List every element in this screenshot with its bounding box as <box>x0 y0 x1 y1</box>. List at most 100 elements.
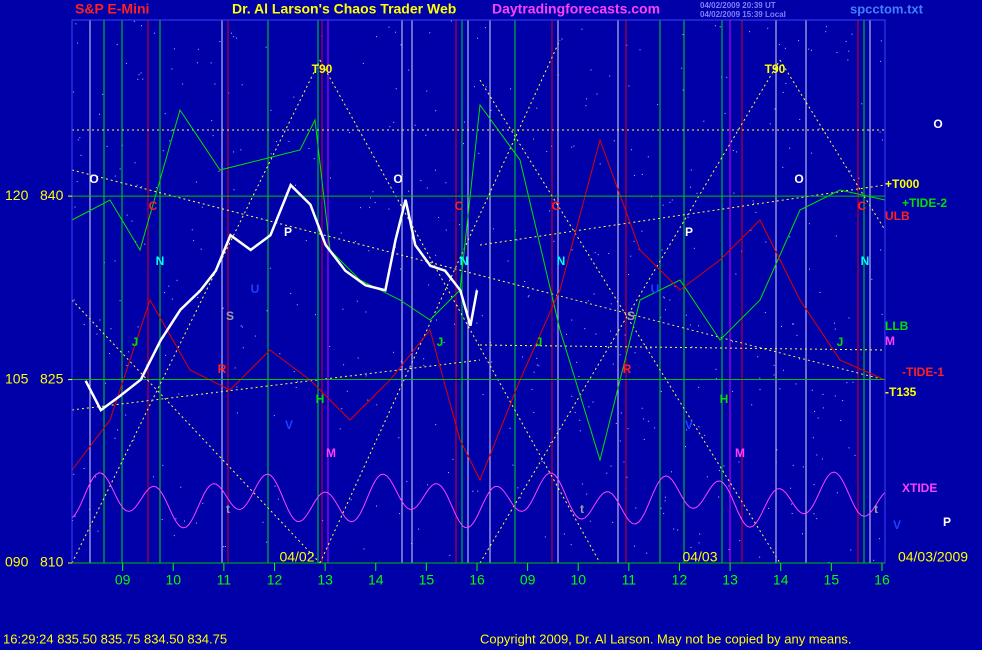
star <box>138 74 140 76</box>
right-label: +TIDE-2 <box>902 196 947 210</box>
star <box>789 487 791 489</box>
star <box>822 407 824 409</box>
star <box>660 507 662 509</box>
star <box>599 163 601 165</box>
star <box>764 311 766 313</box>
star <box>296 380 298 382</box>
star <box>99 113 101 115</box>
star <box>740 517 742 519</box>
star <box>492 228 494 230</box>
star <box>102 93 104 95</box>
star <box>660 316 662 318</box>
star <box>365 311 367 313</box>
star <box>785 82 787 84</box>
star <box>470 230 472 232</box>
star <box>586 98 588 100</box>
cycle-annotation: P <box>685 225 693 239</box>
star <box>169 140 171 142</box>
star <box>125 62 127 64</box>
star <box>704 434 706 436</box>
star <box>647 420 649 422</box>
cycle-annotation: S <box>226 309 234 323</box>
star <box>279 353 281 355</box>
star <box>83 468 85 470</box>
star <box>706 476 708 478</box>
star <box>550 442 552 444</box>
star <box>512 464 514 466</box>
star <box>670 471 672 473</box>
star <box>690 186 692 188</box>
star <box>674 285 676 287</box>
star <box>573 145 575 147</box>
star <box>392 351 394 353</box>
star <box>277 498 279 500</box>
star <box>362 63 364 65</box>
star <box>620 412 622 414</box>
star <box>718 496 720 498</box>
star <box>699 533 701 535</box>
star <box>571 249 573 251</box>
cycle-annotation: O <box>89 172 98 186</box>
star <box>791 503 793 505</box>
star <box>664 496 666 498</box>
time-local: 04/02/2009 15:39 Local <box>700 10 786 19</box>
star <box>450 20 452 22</box>
x-tick-label: 10 <box>165 572 181 588</box>
y-tick-label: 840 <box>40 187 64 203</box>
star <box>735 273 737 275</box>
star <box>219 41 221 43</box>
star <box>571 319 573 321</box>
star <box>643 418 645 420</box>
cycle-annotation: V <box>685 418 693 432</box>
star <box>693 247 695 249</box>
star <box>340 232 342 234</box>
star <box>799 358 801 360</box>
star <box>608 253 610 255</box>
star <box>519 497 521 499</box>
star <box>641 173 643 175</box>
star <box>544 536 546 538</box>
geometry-line <box>319 59 601 564</box>
x-tick-label: 13 <box>722 572 738 588</box>
cycle-annotation: C <box>149 199 158 213</box>
star <box>164 113 166 115</box>
quote: 16:29:24 835.50 835.75 834.50 834.75 <box>3 631 227 646</box>
star <box>313 158 315 160</box>
star <box>116 44 118 46</box>
star <box>357 357 359 359</box>
star <box>613 140 615 142</box>
star <box>126 364 128 366</box>
date-label: 04/03/2009 <box>898 549 968 565</box>
star <box>114 437 116 439</box>
right-label: LLB <box>885 319 909 333</box>
star <box>343 364 345 366</box>
star <box>429 32 431 34</box>
star <box>445 182 447 184</box>
star <box>581 28 583 30</box>
star <box>141 186 143 188</box>
star <box>634 352 636 354</box>
star <box>660 391 662 393</box>
star <box>73 91 75 93</box>
star <box>242 347 244 349</box>
star <box>657 103 659 105</box>
star <box>765 241 767 243</box>
star <box>879 538 881 540</box>
star <box>134 162 136 164</box>
star <box>168 285 170 287</box>
star <box>184 520 186 522</box>
star <box>270 109 272 111</box>
star <box>224 546 226 548</box>
star <box>630 149 632 151</box>
x-tick-label: 16 <box>874 572 890 588</box>
cycle-annotation: O <box>933 117 942 131</box>
star <box>472 490 474 492</box>
forecast-overlay <box>71 20 886 564</box>
star <box>811 389 813 391</box>
star <box>369 206 371 208</box>
cycle-annotation: C <box>552 199 561 213</box>
star <box>329 345 331 347</box>
cycle-annotation: N <box>861 254 870 268</box>
star <box>587 300 589 302</box>
star <box>533 138 535 140</box>
